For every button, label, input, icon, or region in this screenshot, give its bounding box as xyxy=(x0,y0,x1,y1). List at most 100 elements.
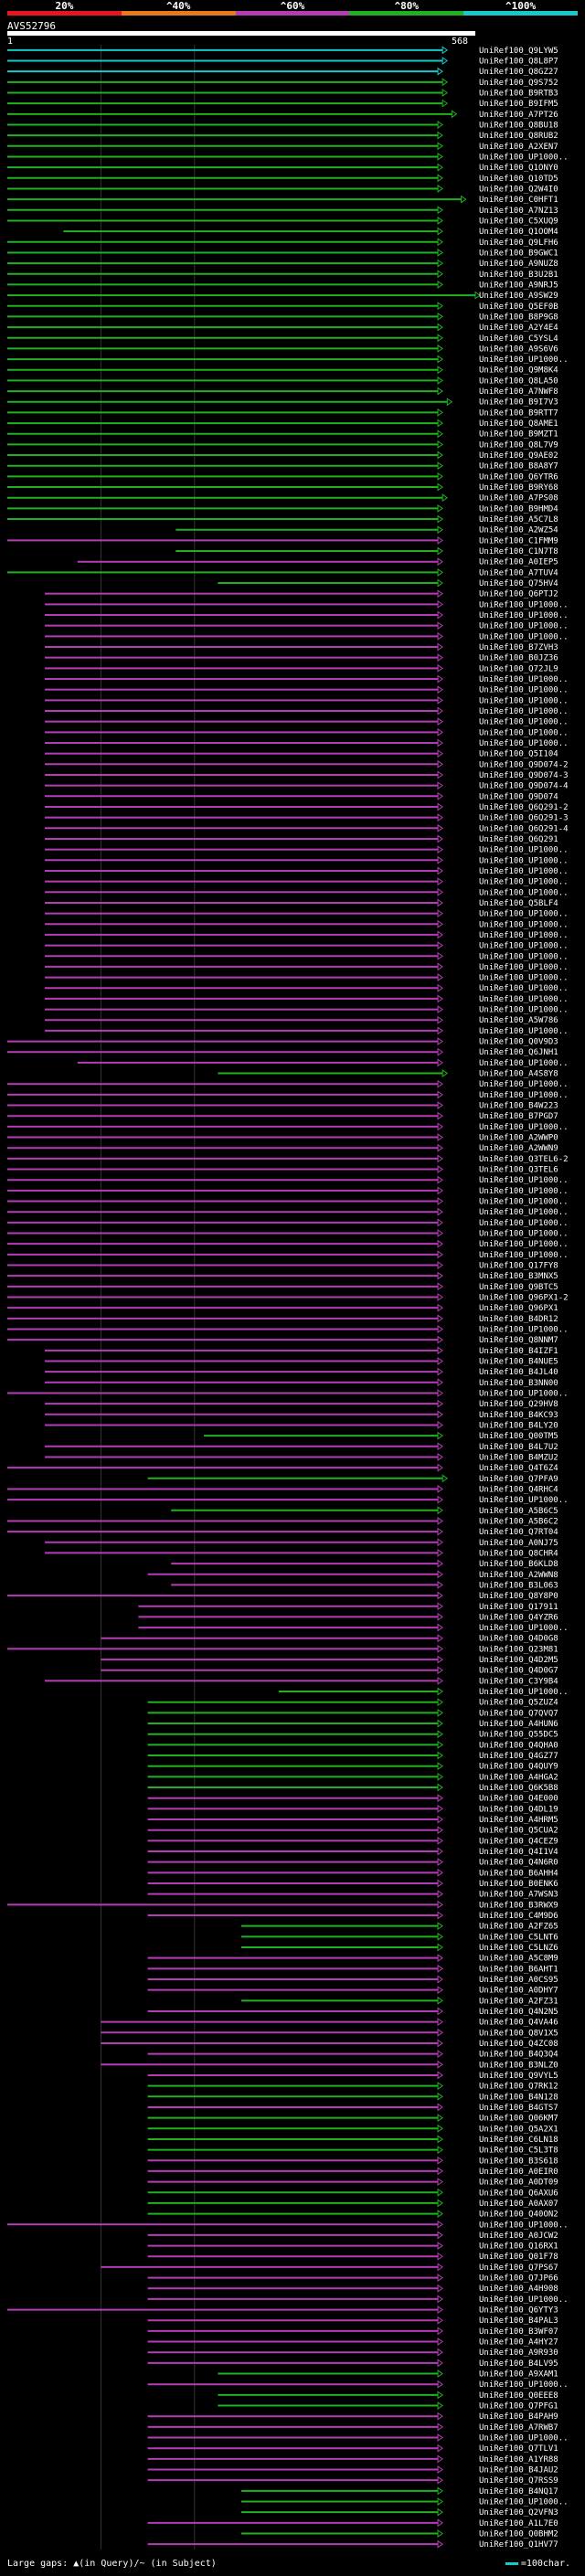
hit-label[interactable]: UniRef100_C5XUQ9 xyxy=(479,217,558,226)
hit-label[interactable]: UniRef100_Q4D2M5 xyxy=(479,1656,558,1665)
hit-label[interactable]: UniRef100_A4HY27 xyxy=(479,2338,558,2348)
hit-label[interactable]: UniRef100_A1L7E0 xyxy=(479,2519,558,2528)
hit-label[interactable]: UniRef100_A2FZ65 xyxy=(479,1923,558,1932)
hit-label[interactable]: UniRef100_B0JZ36 xyxy=(479,654,558,663)
hit-label[interactable]: UniRef100_Q1ONY0 xyxy=(479,164,558,173)
hit-label[interactable]: UniRef100_A0EIR0 xyxy=(479,2168,558,2177)
hit-label[interactable]: UniRef100_UP1000.. xyxy=(479,846,569,855)
hit-label[interactable]: UniRef100_UP1000.. xyxy=(479,707,569,716)
hit-label[interactable]: UniRef100_UP1000.. xyxy=(479,952,569,961)
hit-label[interactable]: UniRef100_UP1000.. xyxy=(479,984,569,993)
hit-label[interactable]: UniRef100_A9NUZ8 xyxy=(479,260,558,269)
hit-label[interactable]: UniRef100_Q23M81 xyxy=(479,1645,558,1654)
hit-label[interactable]: UniRef100_UP1000.. xyxy=(479,1176,569,1185)
hit-label[interactable]: UniRef100_B3RWX9 xyxy=(479,1901,558,1910)
hit-label[interactable]: UniRef100_B3NN00 xyxy=(479,1379,558,1388)
hit-label[interactable]: UniRef100_B3MNX5 xyxy=(479,1272,558,1281)
hit-label[interactable]: UniRef100_A9NRJ5 xyxy=(479,281,558,290)
hit-label[interactable]: UniRef100_B6AHH4 xyxy=(479,1869,558,1878)
hit-label[interactable]: UniRef100_B4KC93 xyxy=(479,1411,558,1420)
hit-label[interactable]: UniRef100_B4LV95 xyxy=(479,2359,558,2369)
hit-label[interactable]: UniRef100_B9RTB3 xyxy=(479,89,558,98)
hit-label[interactable]: UniRef100_B4L7U2 xyxy=(479,1443,558,1452)
hit-label[interactable]: UniRef100_Q4QHA0 xyxy=(479,1741,558,1750)
hit-label[interactable]: UniRef100_Q01F78 xyxy=(479,2253,558,2262)
hit-label[interactable]: UniRef100_A0DT09 xyxy=(479,2178,558,2188)
hit-label[interactable]: UniRef100_B4N128 xyxy=(479,2093,558,2102)
hit-label[interactable]: UniRef100_Q9D074 xyxy=(479,792,558,801)
hit-label[interactable]: UniRef100_A7NWF8 xyxy=(479,387,558,397)
hit-label[interactable]: UniRef100_Q5CUA2 xyxy=(479,1827,558,1836)
hit-label[interactable]: UniRef100_B4Q3Q4 xyxy=(479,2051,558,2060)
hit-label[interactable]: UniRef100_Q4T6Z4 xyxy=(479,1464,558,1473)
hit-label[interactable]: UniRef100_B9RTT7 xyxy=(479,408,558,418)
hit-label[interactable]: UniRef100_A2FZ31 xyxy=(479,1997,558,2006)
hit-label[interactable]: UniRef100_Q7PS67 xyxy=(479,2263,558,2273)
hit-label[interactable]: UniRef100_Q4ZC08 xyxy=(479,2040,558,2049)
hit-label[interactable]: UniRef100_A7PT26 xyxy=(479,111,558,120)
hit-label[interactable]: UniRef100_UP1000.. xyxy=(479,728,569,737)
hit-label[interactable]: UniRef100_A9XAM1 xyxy=(479,2370,558,2380)
hit-label[interactable]: UniRef100_Q1HV77 xyxy=(479,2540,558,2549)
hit-label[interactable]: UniRef100_Q4YZR6 xyxy=(479,1613,558,1622)
hit-label[interactable]: UniRef100_UP1000.. xyxy=(479,1389,569,1398)
hit-label[interactable]: UniRef100_B9HMD4 xyxy=(479,504,558,514)
hit-label[interactable]: UniRef100_Q96PX1-2 xyxy=(479,1294,569,1303)
hit-label[interactable]: UniRef100_Q4RHC4 xyxy=(479,1485,558,1494)
hit-label[interactable]: UniRef100_UP1000.. xyxy=(479,867,569,876)
hit-label[interactable]: UniRef100_B3NLZ0 xyxy=(479,2061,558,2070)
hit-label[interactable]: UniRef100_Q2W4I0 xyxy=(479,185,558,194)
hit-label[interactable]: UniRef100_Q9D074-3 xyxy=(479,771,569,780)
hit-label[interactable]: UniRef100_Q9VYL5 xyxy=(479,2072,558,2081)
hit-label[interactable]: UniRef100_Q8L7V9 xyxy=(479,440,558,450)
hit-label[interactable]: UniRef100_Q4CEZ9 xyxy=(479,1837,558,1846)
hit-label[interactable]: UniRef100_A9S6V6 xyxy=(479,345,558,354)
hit-label[interactable]: UniRef100_Q4E000 xyxy=(479,1795,558,1804)
hit-label[interactable]: UniRef100_C5LNT6 xyxy=(479,1933,558,1942)
hit-label[interactable]: UniRef100_UP1000.. xyxy=(479,1251,569,1260)
hit-label[interactable]: UniRef100_A2WWN9 xyxy=(479,1144,558,1153)
hit-label[interactable]: UniRef100_B6AHT1 xyxy=(479,1965,558,1974)
hit-label[interactable]: UniRef100_B7PGD7 xyxy=(479,1112,558,1121)
hit-label[interactable]: UniRef100_B4JL40 xyxy=(479,1368,558,1377)
hit-label[interactable]: UniRef100_UP1000.. xyxy=(479,718,569,727)
hit-label[interactable]: UniRef100_Q8Y8P0 xyxy=(479,1592,558,1601)
hit-label[interactable]: UniRef100_A4HRM5 xyxy=(479,1816,558,1825)
hit-label[interactable]: UniRef100_UP1000.. xyxy=(479,739,569,748)
hit-label[interactable]: UniRef100_Q4D0G8 xyxy=(479,1635,558,1644)
hit-label[interactable]: UniRef100_B4NQ17 xyxy=(479,2487,558,2496)
hit-label[interactable]: UniRef100_Q8GZ27 xyxy=(479,68,558,77)
hit-label[interactable]: UniRef100_A7PS08 xyxy=(479,494,558,504)
hit-label[interactable]: UniRef100_A2XEN7 xyxy=(479,143,558,152)
hit-label[interactable]: UniRef100_B3S618 xyxy=(479,2157,558,2166)
hit-label[interactable]: UniRef100_Q5I104 xyxy=(479,750,558,759)
hit-label[interactable]: UniRef100_Q55DC5 xyxy=(479,1731,558,1740)
hit-label[interactable]: UniRef100_A0JCW2 xyxy=(479,2231,558,2241)
hit-label[interactable]: UniRef100_Q40ON2 xyxy=(479,2210,558,2220)
hit-label[interactable]: UniRef100_Q8LA50 xyxy=(479,376,558,386)
hit-label[interactable]: UniRef100_Q6K5B8 xyxy=(479,1784,558,1793)
hit-label[interactable]: UniRef100_UP1000.. xyxy=(479,622,569,631)
hit-label[interactable]: UniRef100_Q6Q291-4 xyxy=(479,824,569,833)
hit-label[interactable]: UniRef100_Q4GZ77 xyxy=(479,1752,558,1761)
hit-label[interactable]: UniRef100_A1YR88 xyxy=(479,2455,558,2465)
hit-label[interactable]: UniRef100_Q8RUB2 xyxy=(479,132,558,141)
hit-label[interactable]: UniRef100_B4PAH9 xyxy=(479,2412,558,2422)
hit-label[interactable]: UniRef100_Q9M8K4 xyxy=(479,366,558,376)
hit-label[interactable]: UniRef100_UP1000.. xyxy=(479,1123,569,1132)
hit-label[interactable]: UniRef100_A0AX07 xyxy=(479,2200,558,2209)
hit-label[interactable]: UniRef100_UP1000.. xyxy=(479,1059,569,1068)
hit-label[interactable]: UniRef100_A4H908 xyxy=(479,2284,558,2294)
hit-label[interactable]: UniRef100_Q3TEL6 xyxy=(479,1166,558,1175)
hit-label[interactable]: UniRef100_B8P9G8 xyxy=(479,313,558,322)
hit-label[interactable]: UniRef100_A2WZ54 xyxy=(479,526,558,535)
hit-label[interactable]: UniRef100_B3WF07 xyxy=(479,2327,558,2337)
hit-label[interactable]: UniRef100_UP1000.. xyxy=(479,611,569,620)
hit-label[interactable]: UniRef100_Q0BHM2 xyxy=(479,2530,558,2539)
hit-label[interactable]: UniRef100_Q6YTY3 xyxy=(479,2306,558,2316)
hit-label[interactable]: UniRef100_UP1000.. xyxy=(479,942,569,951)
hit-label[interactable]: UniRef100_UP1000.. xyxy=(479,600,569,610)
hit-label[interactable]: UniRef100_C3Y9B4 xyxy=(479,1677,558,1686)
hit-label[interactable]: UniRef100_B9IFM5 xyxy=(479,100,558,109)
hit-label[interactable]: UniRef100_Q4D0G7 xyxy=(479,1667,558,1676)
